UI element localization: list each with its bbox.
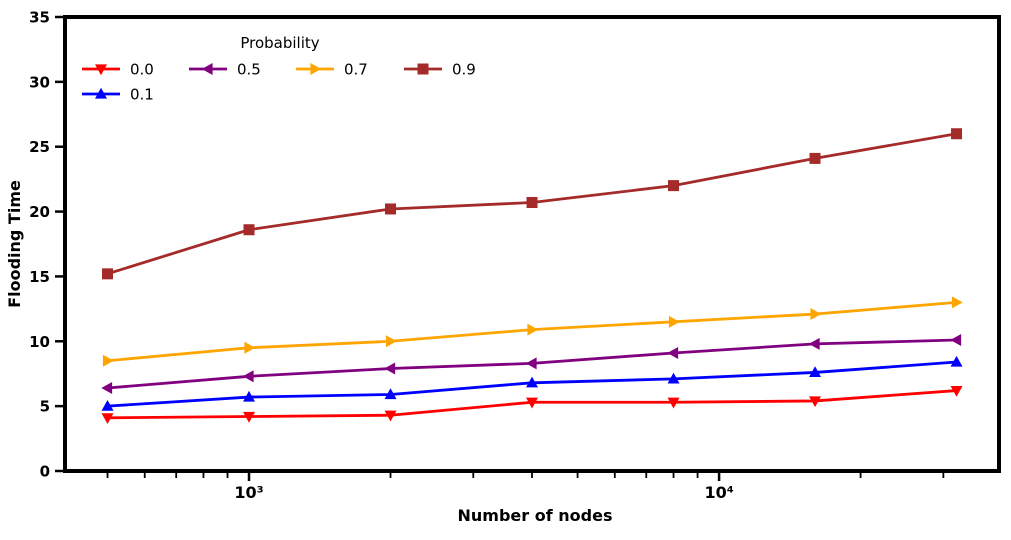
legend-entry-label: 0.0 bbox=[130, 61, 154, 79]
triangle-right-marker bbox=[102, 354, 114, 367]
square-marker bbox=[417, 63, 429, 75]
square-marker bbox=[385, 203, 397, 215]
legend-entry-0.9: 0.9 bbox=[404, 61, 476, 79]
triangle-right-marker bbox=[527, 323, 539, 336]
series-0.7 bbox=[102, 296, 963, 367]
square-marker bbox=[809, 152, 821, 164]
triangle-up-marker bbox=[243, 390, 256, 402]
triangle-down-marker bbox=[101, 413, 114, 425]
triangle-left-marker bbox=[525, 357, 537, 370]
triangle-up-marker bbox=[526, 376, 539, 388]
triangle-right-marker bbox=[951, 296, 963, 309]
triangle-down-marker bbox=[95, 64, 107, 76]
y-tick-label: 5 bbox=[40, 398, 50, 416]
legend-entry-label: 0.7 bbox=[344, 61, 368, 79]
legend-entry-label: 0.5 bbox=[237, 61, 261, 79]
x-tick-label: 10³ bbox=[234, 483, 263, 502]
triangle-right-marker bbox=[385, 335, 397, 348]
series-0.0 bbox=[101, 385, 963, 425]
triangle-right-marker bbox=[244, 341, 256, 354]
x-tick-label: 10⁴ bbox=[704, 483, 733, 502]
series-0.9 bbox=[102, 128, 963, 280]
y-tick-label: 15 bbox=[29, 268, 50, 286]
triangle-down-marker bbox=[809, 396, 822, 408]
triangle-down-marker bbox=[950, 385, 963, 397]
legend-entry-0.1: 0.1 bbox=[82, 86, 154, 104]
legend-entry-0.5: 0.5 bbox=[189, 61, 261, 79]
square-marker bbox=[526, 196, 538, 208]
triangle-down-marker bbox=[243, 411, 256, 423]
triangle-down-marker bbox=[667, 397, 680, 409]
square-marker bbox=[668, 180, 680, 192]
triangle-right-marker bbox=[810, 308, 822, 321]
y-tick-label: 0 bbox=[40, 463, 50, 481]
triangle-up-marker bbox=[809, 366, 822, 378]
triangle-left-marker bbox=[242, 370, 254, 383]
triangle-down-marker bbox=[526, 397, 539, 409]
square-marker bbox=[243, 224, 255, 236]
legend: Probability 0.0 0.1 0.5 0.7 0.9 bbox=[82, 34, 476, 104]
triangle-down-marker bbox=[384, 410, 397, 422]
triangle-right-marker bbox=[668, 315, 680, 328]
triangle-right-marker bbox=[310, 63, 322, 75]
y-tick-label: 25 bbox=[29, 138, 50, 156]
y-axis-label: Flooding Time bbox=[5, 180, 24, 308]
triangle-left-marker bbox=[808, 337, 820, 350]
y-tick-label: 35 bbox=[29, 9, 50, 27]
y-tick-label: 30 bbox=[29, 73, 50, 91]
series-0.5 bbox=[101, 333, 962, 394]
square-marker bbox=[951, 128, 963, 140]
x-axis-label: Number of nodes bbox=[458, 506, 613, 525]
legend-entries: 0.0 0.1 0.5 0.7 0.9 bbox=[82, 61, 476, 104]
legend-entry-0.7: 0.7 bbox=[296, 61, 368, 79]
y-tick-label: 10 bbox=[29, 333, 50, 351]
triangle-left-marker bbox=[950, 333, 962, 346]
triangle-up-marker bbox=[384, 388, 397, 400]
plot-series bbox=[101, 128, 963, 425]
triangle-left-marker bbox=[667, 346, 679, 359]
legend-entry-0.0: 0.0 bbox=[82, 61, 154, 79]
series-0.1 bbox=[101, 355, 963, 411]
square-marker bbox=[102, 268, 114, 280]
axis-ticks: 0 5 10 15 20 25 30 35 10³ 10⁴ bbox=[29, 9, 945, 502]
triangle-up-marker bbox=[667, 372, 680, 384]
legend-title: Probability bbox=[240, 34, 319, 52]
triangle-up-marker bbox=[950, 355, 963, 367]
y-tick-label: 20 bbox=[29, 203, 50, 221]
legend-entry-label: 0.9 bbox=[452, 61, 476, 79]
triangle-left-marker bbox=[201, 63, 213, 75]
plot-frame bbox=[63, 15, 1001, 473]
triangle-left-marker bbox=[101, 381, 113, 394]
triangle-left-marker bbox=[384, 362, 396, 375]
legend-entry-label: 0.1 bbox=[130, 86, 154, 104]
triangle-up-marker bbox=[101, 399, 114, 411]
triangle-up-marker bbox=[95, 87, 107, 99]
